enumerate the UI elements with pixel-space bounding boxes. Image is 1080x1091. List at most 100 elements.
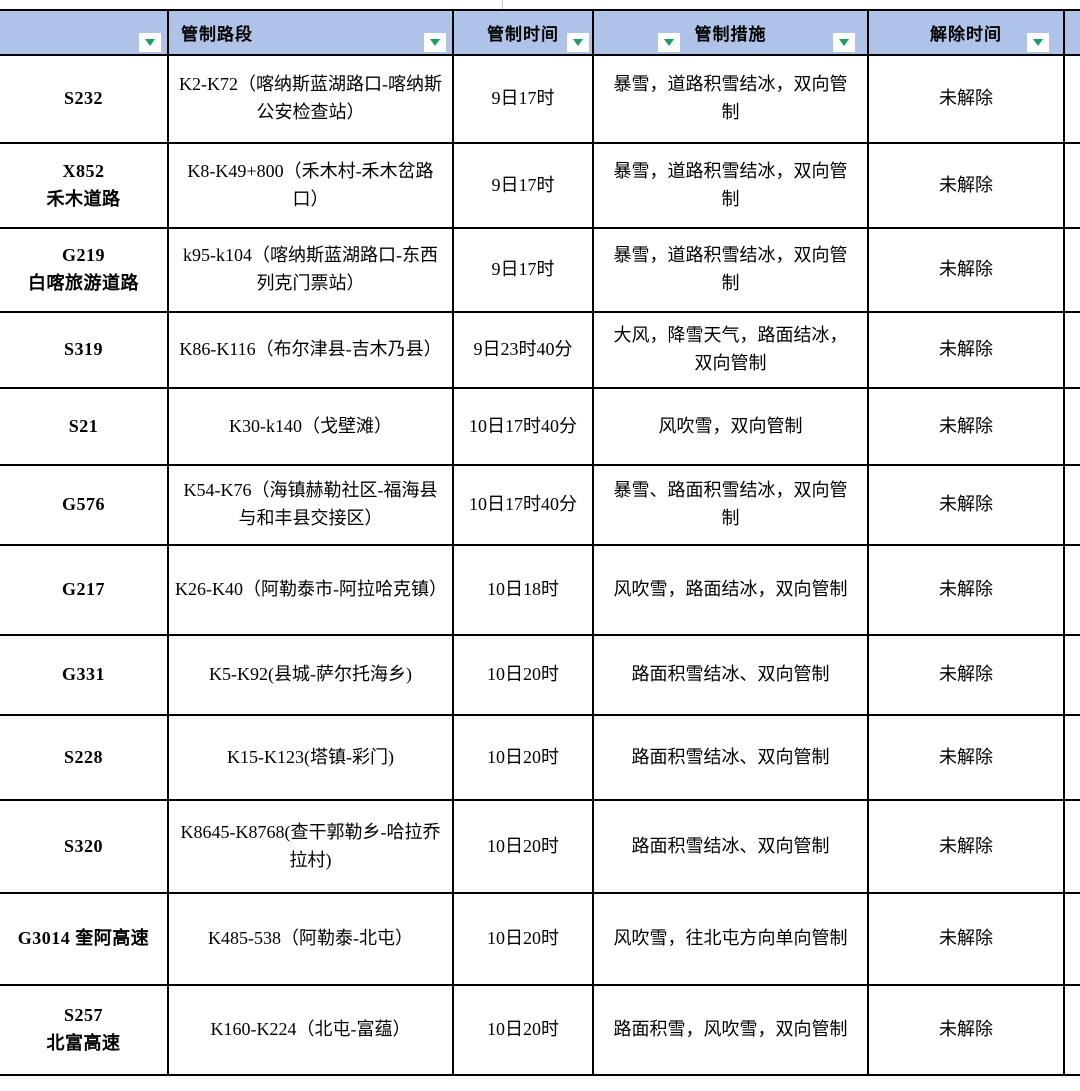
- extra-cell: [1063, 142, 1080, 229]
- lift-time-cell: 未解除: [867, 984, 1065, 1076]
- measure-cell: 路面积雪结冰、双向管制: [592, 634, 869, 716]
- lift-time-cell: 未解除: [867, 387, 1065, 466]
- section-cell: K8645-K8768(查干郭勒乡-哈拉乔拉村): [167, 799, 454, 894]
- lift-time-cell: 未解除: [867, 544, 1065, 636]
- extra-cell: [1063, 714, 1080, 801]
- road-id-cell: G219 白喀旅游道路: [0, 227, 169, 313]
- road-id-cell: S232: [0, 54, 169, 144]
- measure-cell: 路面积雪结冰、双向管制: [592, 714, 869, 801]
- table-row: X852 禾木道路 K8-K49+800（禾木村-禾木岔路口） 9日17时 暴雪…: [0, 142, 1080, 229]
- lift-time-cell: 未解除: [867, 54, 1065, 144]
- table-row: S21 K30-k140（戈壁滩） 10日17时40分 风吹雪，双向管制 未解除: [0, 387, 1080, 466]
- header-row: 管制路段 管制时间 管制措施 解除时间: [0, 9, 1080, 56]
- measure-cell: 暴雪，道路积雪结冰，双向管制: [592, 227, 869, 313]
- control-time-cell: 10日20时: [452, 799, 594, 894]
- extra-cell: [1063, 311, 1080, 389]
- control-time-cell: 10日17时40分: [452, 464, 594, 546]
- header-lift: 解除时间: [867, 9, 1065, 56]
- road-id-cell: G217: [0, 544, 169, 636]
- table-row: S232 K2-K72（喀纳斯蓝湖路口-喀纳斯公安检查站） 9日17时 暴雪，道…: [0, 54, 1080, 144]
- section-cell: K30-k140（戈壁滩）: [167, 387, 454, 466]
- header-time-label: 管制时间: [487, 25, 559, 44]
- control-time-cell: 9日17时: [452, 142, 594, 229]
- filter-arrow-icon: [573, 39, 583, 46]
- road-id-cell: S21: [0, 387, 169, 466]
- measure-cell: 暴雪、路面积雪结冰，双向管制: [592, 464, 869, 546]
- header-extra: [1063, 9, 1080, 56]
- measure-cell: 路面积雪，风吹雪，双向管制: [592, 984, 869, 1076]
- table-body: S232 K2-K72（喀纳斯蓝湖路口-喀纳斯公安检查站） 9日17时 暴雪，道…: [0, 54, 1080, 1076]
- road-id-cell: S257 北富高速: [0, 984, 169, 1076]
- table-row: S320 K8645-K8768(查干郭勒乡-哈拉乔拉村) 10日20时 路面积…: [0, 799, 1080, 894]
- filter-dropdown-button[interactable]: [139, 33, 161, 52]
- section-cell: K2-K72（喀纳斯蓝湖路口-喀纳斯公安检查站）: [167, 54, 454, 144]
- extra-cell: [1063, 634, 1080, 716]
- top-gridline-strip: [0, 0, 1080, 9]
- section-cell: k95-k104（喀纳斯蓝湖路口-东西列克门票站）: [167, 227, 454, 313]
- extra-cell: [1063, 799, 1080, 894]
- road-id-cell: G331: [0, 634, 169, 716]
- measure-cell: 大风，降雪天气，路面结冰，双向管制: [592, 311, 869, 389]
- header-measure-label: 管制措施: [694, 25, 767, 44]
- filter-arrow-icon: [430, 39, 440, 46]
- table-header: 管制路段 管制时间 管制措施 解除时间: [0, 9, 1080, 56]
- table-row: S228 K15-K123(塔镇-彩门) 10日20时 路面积雪结冰、双向管制 …: [0, 714, 1080, 801]
- road-id-cell: S228: [0, 714, 169, 801]
- extra-cell: [1063, 387, 1080, 466]
- road-id-cell: S319: [0, 311, 169, 389]
- table-row: G331 K5-K92(县城-萨尔托海乡) 10日20时 路面积雪结冰、双向管制…: [0, 634, 1080, 716]
- lift-time-cell: 未解除: [867, 799, 1065, 894]
- extra-cell: [1063, 227, 1080, 313]
- lift-time-cell: 未解除: [867, 464, 1065, 546]
- control-time-cell: 9日17时: [452, 227, 594, 313]
- section-cell: K54-K76（海镇赫勒社区-福海县与和丰县交接区）: [167, 464, 454, 546]
- lift-time-cell: 未解除: [867, 227, 1065, 313]
- section-cell: K26-K40（阿勒泰市-阿拉哈克镇）: [167, 544, 454, 636]
- table-row: G219 白喀旅游道路 k95-k104（喀纳斯蓝湖路口-东西列克门票站） 9日…: [0, 227, 1080, 313]
- filter-arrow-icon: [145, 39, 155, 46]
- section-cell: K8-K49+800（禾木村-禾木岔路口）: [167, 142, 454, 229]
- lift-time-cell: 未解除: [867, 311, 1065, 389]
- section-cell: K160-K224（北屯-富蕴）: [167, 984, 454, 1076]
- filter-dropdown-button[interactable]: [833, 33, 855, 52]
- header-section-label: 管制路段: [181, 25, 253, 44]
- section-cell: K5-K92(县城-萨尔托海乡): [167, 634, 454, 716]
- filter-arrow-icon: [1033, 39, 1043, 46]
- header-measure: 管制措施: [592, 9, 869, 56]
- measure-cell: 暴雪，道路积雪结冰，双向管制: [592, 54, 869, 144]
- header-road: [0, 9, 169, 56]
- road-control-table: 管制路段 管制时间 管制措施 解除时间 S2: [0, 9, 1080, 1076]
- extra-cell: [1063, 54, 1080, 144]
- control-time-cell: 10日17时40分: [452, 387, 594, 466]
- control-time-cell: 10日18时: [452, 544, 594, 636]
- control-time-cell: 10日20时: [452, 892, 594, 986]
- filter-dropdown-button[interactable]: [1027, 33, 1049, 52]
- measure-cell: 风吹雪，路面结冰，双向管制: [592, 544, 869, 636]
- header-section: 管制路段: [167, 9, 454, 56]
- filter-dropdown-button[interactable]: [658, 33, 680, 52]
- road-id-cell: G3014 奎阿高速: [0, 892, 169, 986]
- table-row: G576 K54-K76（海镇赫勒社区-福海县与和丰县交接区） 10日17时40…: [0, 464, 1080, 546]
- extra-cell: [1063, 984, 1080, 1076]
- control-time-cell: 10日20时: [452, 984, 594, 1076]
- extra-cell: [1063, 464, 1080, 546]
- gridline: [502, 0, 503, 9]
- table-row: S319 K86-K116（布尔津县-吉木乃县） 9日23时40分 大风，降雪天…: [0, 311, 1080, 389]
- table-row: G3014 奎阿高速 K485-538（阿勒泰-北屯） 10日20时 风吹雪，往…: [0, 892, 1080, 986]
- lift-time-cell: 未解除: [867, 714, 1065, 801]
- extra-cell: [1063, 892, 1080, 986]
- header-lift-label: 解除时间: [930, 25, 1002, 44]
- measure-cell: 风吹雪，双向管制: [592, 387, 869, 466]
- header-time: 管制时间: [452, 9, 594, 56]
- table-row: G217 K26-K40（阿勒泰市-阿拉哈克镇） 10日18时 风吹雪，路面结冰…: [0, 544, 1080, 636]
- section-cell: K485-538（阿勒泰-北屯）: [167, 892, 454, 986]
- filter-dropdown-button[interactable]: [424, 33, 446, 52]
- control-time-cell: 10日20时: [452, 634, 594, 716]
- lift-time-cell: 未解除: [867, 892, 1065, 986]
- filter-arrow-icon: [664, 39, 674, 46]
- filter-dropdown-button[interactable]: [567, 33, 589, 52]
- section-cell: K86-K116（布尔津县-吉木乃县）: [167, 311, 454, 389]
- measure-cell: 路面积雪结冰、双向管制: [592, 799, 869, 894]
- road-id-cell: X852 禾木道路: [0, 142, 169, 229]
